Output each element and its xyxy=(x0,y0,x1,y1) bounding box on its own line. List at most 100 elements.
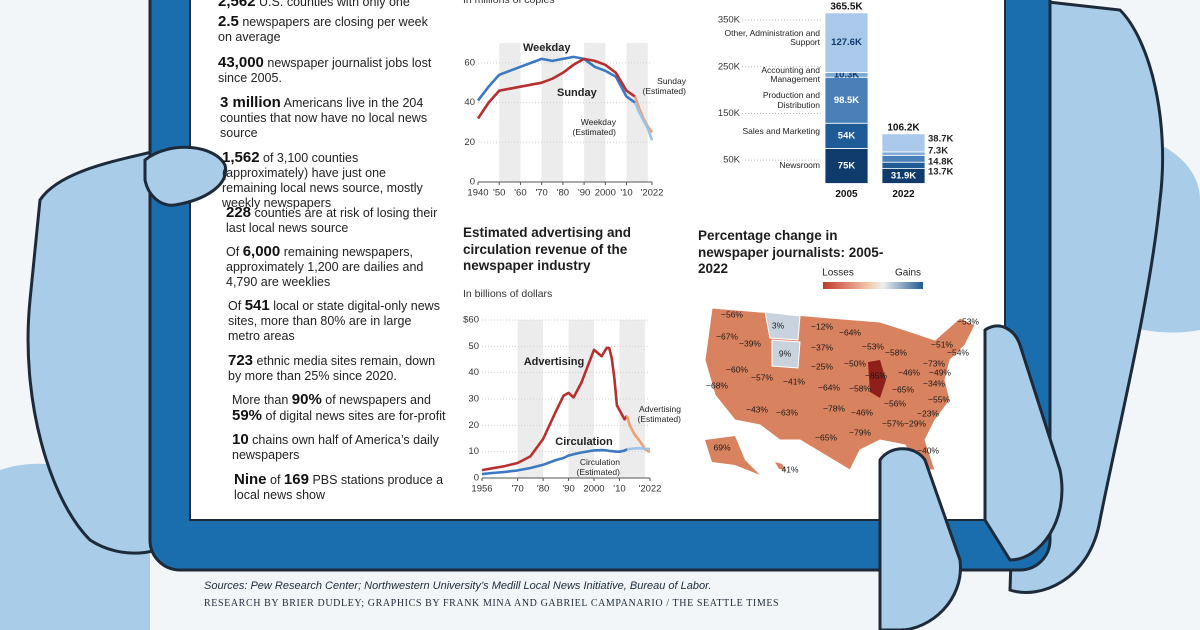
bar-segment xyxy=(824,12,869,73)
state-label: −85% xyxy=(865,370,887,380)
segment-name: Sales and Marketing xyxy=(742,125,821,136)
segment-name: Other, Administration and Support xyxy=(724,27,820,48)
decade-band xyxy=(626,43,648,182)
fact: 3 million Americans live in the 204 coun… xyxy=(220,95,438,141)
value-label: 98.5K xyxy=(834,95,859,106)
fact: 228 counties are at risk of losing their… xyxy=(226,205,444,236)
state-label: −58% xyxy=(885,347,907,357)
y-tick-label: 60 xyxy=(464,57,475,68)
x-tick-label: '80 xyxy=(537,484,549,495)
state-label: 3% xyxy=(772,320,785,330)
x-tick-label: 2000 xyxy=(583,484,604,495)
state-label: −50% xyxy=(844,358,866,368)
state-label: −53% xyxy=(862,341,884,351)
bar-segment xyxy=(881,161,926,170)
bar-segment xyxy=(881,133,926,153)
state-label: −57% xyxy=(882,418,904,428)
series-label: Sunday (Estimated) xyxy=(643,76,687,96)
fact-text: newspaper journalist jobs lost since 200… xyxy=(218,56,432,85)
state-label: 41% xyxy=(781,464,798,474)
y-tick-label: $60 xyxy=(463,315,479,326)
series-label: Weekday xyxy=(523,42,571,54)
fact: Of 6,000 remaining newspapers, approxima… xyxy=(226,244,444,290)
fact: 2,562 U.S. counties with only one xyxy=(218,0,436,10)
state-label: −46% xyxy=(851,407,873,417)
state-label: −34% xyxy=(923,378,945,388)
state-label: −65% xyxy=(815,432,837,442)
y-tick-label: 10 xyxy=(468,446,479,457)
y-tick-label: 40 xyxy=(464,97,475,108)
state-label: −41% xyxy=(783,376,805,386)
fact-text: chains own half of America’s daily newsp… xyxy=(232,433,439,462)
fact-figure: 10 xyxy=(232,431,249,448)
x-tick-label: 2022 xyxy=(892,189,915,200)
fact: 43,000 newspaper journalist jobs lost si… xyxy=(218,55,436,86)
series-label: Circulation (Estimated) xyxy=(577,457,621,477)
fact-text: Americans live in the 204 counties that … xyxy=(220,96,428,140)
fact-text: remaining newspapers, approximately 1,20… xyxy=(226,245,424,289)
state-label: −43% xyxy=(746,404,768,414)
bar-total: 106.2K xyxy=(887,123,920,134)
value-label: 14.8K xyxy=(928,157,953,168)
fact-figure: 541 xyxy=(244,297,270,314)
fact-figure: 228 xyxy=(226,204,252,221)
chart-subtitle: In billions of dollars xyxy=(463,288,553,300)
state-label: −57% xyxy=(751,372,773,382)
chart-title: Estimated advertising and circulation re… xyxy=(463,225,632,273)
value-label: 54K xyxy=(838,130,856,141)
fact: 1,562 of 3,100 counties (approximately) … xyxy=(222,150,440,211)
left-thumb xyxy=(143,145,228,207)
state-label: −12% xyxy=(811,321,833,331)
fact-figure: 59% xyxy=(232,407,263,424)
x-tick-label: 1940 xyxy=(467,188,488,199)
state-label: −64% xyxy=(839,327,861,337)
fact-text: Of xyxy=(226,245,240,259)
fact-text: newspapers are closing per week on avera… xyxy=(218,15,428,44)
fact-figure: 90% xyxy=(291,391,322,408)
right-finger xyxy=(983,324,1064,562)
bar-segment xyxy=(881,151,926,156)
decade-band xyxy=(499,43,521,182)
x-tick-label: '50 xyxy=(493,188,505,199)
fact-figure: Nine xyxy=(234,471,267,488)
alaska xyxy=(705,436,760,475)
series-line xyxy=(626,446,651,451)
fact-text: ethnic media sites remain, down by more … xyxy=(228,354,436,383)
x-tick-label: '2022 xyxy=(641,188,664,199)
fact-text: local or state digital-only news sites, … xyxy=(228,299,440,343)
fact-text: Of xyxy=(228,299,242,313)
state-label: −29% xyxy=(904,418,926,428)
x-tick-label: 2005 xyxy=(835,189,858,200)
state-label: −46% xyxy=(898,367,920,377)
fact-figure: 3 million xyxy=(220,94,281,111)
x-tick-label: '90 xyxy=(562,484,574,495)
value-label: 38.7K xyxy=(928,134,953,145)
series-line xyxy=(481,346,629,472)
segment-name: Newsroom xyxy=(779,159,820,170)
y-tick-label: 0 xyxy=(470,177,475,188)
value-label: 13.7K xyxy=(928,167,953,178)
x-tick-label: '70 xyxy=(511,484,523,495)
series-line xyxy=(633,102,654,141)
state-label: −67% xyxy=(716,331,738,341)
fact-figure: 723 xyxy=(228,352,254,369)
state-label: −25% xyxy=(811,361,833,371)
state-label: −55% xyxy=(928,394,950,404)
gain-states xyxy=(764,311,801,369)
x-tick-label: '10 xyxy=(620,188,632,199)
series-label: Circulation xyxy=(555,436,613,448)
bar-segment xyxy=(881,154,926,163)
state-label: −60% xyxy=(726,364,748,374)
fact-text: of xyxy=(270,473,281,487)
state-label: −37% xyxy=(811,342,833,352)
fact-text: of 3,100 counties (approximately) have j… xyxy=(222,151,423,210)
state-label: −56% xyxy=(721,309,743,319)
state-label: −64% xyxy=(818,382,840,392)
state-label: −68% xyxy=(706,380,728,390)
fact: 10 chains own half of America’s daily ne… xyxy=(232,432,450,463)
state-label: −49% xyxy=(929,367,951,377)
fact-text: U.S. counties with only one xyxy=(259,0,410,9)
x-tick-label: '70 xyxy=(535,188,547,199)
bar-total: 365.5K xyxy=(830,1,863,12)
state-label: −79% xyxy=(849,427,871,437)
